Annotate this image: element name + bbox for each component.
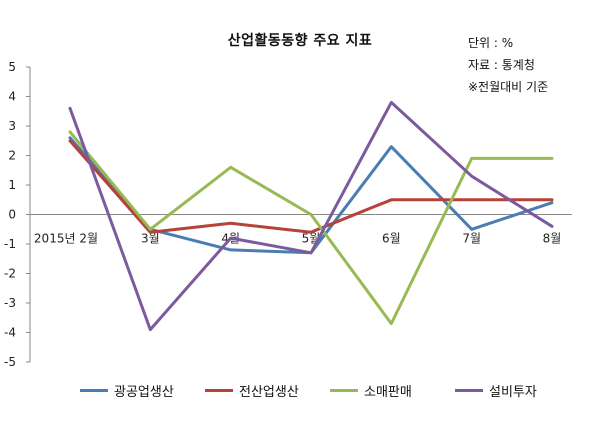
y-tick-label: 5 (8, 60, 16, 74)
series-line-3 (68, 130, 554, 326)
legend-label: 소매판매 (364, 384, 412, 400)
legend-item: 광공업생산 (80, 380, 174, 400)
y-tick-label: 4 (8, 90, 16, 104)
legend-item: 소매판매 (330, 380, 412, 400)
y-tick-label: -4 (4, 326, 16, 340)
basis-note: ※전월대비 기준 (468, 80, 549, 94)
chart-series (68, 100, 554, 332)
x-tick-label: 2015년 2월 (34, 232, 98, 246)
series-line-2 (68, 139, 554, 234)
y-tick-label: -5 (4, 355, 16, 369)
legend-item: 전산업생산 (205, 380, 299, 400)
x-tick-label: 7월 (462, 232, 481, 246)
source-note: 자료 : 통계청 (468, 58, 535, 72)
x-tick-label: 6월 (382, 232, 401, 246)
y-tick-label: 3 (8, 119, 16, 133)
legend-swatch (330, 388, 358, 392)
legend-label: 광공업생산 (114, 384, 174, 400)
legend-item: 설비투자 (455, 380, 537, 400)
legend-swatch (80, 388, 108, 392)
x-tick-label: 8월 (543, 232, 562, 246)
legend-label: 전산업생산 (239, 384, 299, 400)
y-tick-label: -1 (4, 237, 16, 251)
y-tick-label: 0 (8, 208, 16, 222)
chart-legend: 광공업생산 전산업생산 소매판매 설비투자 (0, 380, 600, 400)
x-tick-label: 3월 (141, 232, 160, 246)
y-tick-label: -3 (4, 296, 16, 310)
unit-note: 단위 : % (468, 36, 514, 50)
legend-swatch (455, 388, 483, 392)
legend-label: 설비투자 (489, 384, 537, 400)
y-tick-label: 1 (8, 178, 16, 192)
legend-swatch (205, 388, 233, 392)
chart-title: 산업활동동향 주요 지표 (227, 33, 373, 49)
series-line-4 (68, 100, 554, 332)
y-tick-label: -2 (4, 267, 16, 281)
y-tick-label: 2 (8, 149, 16, 163)
